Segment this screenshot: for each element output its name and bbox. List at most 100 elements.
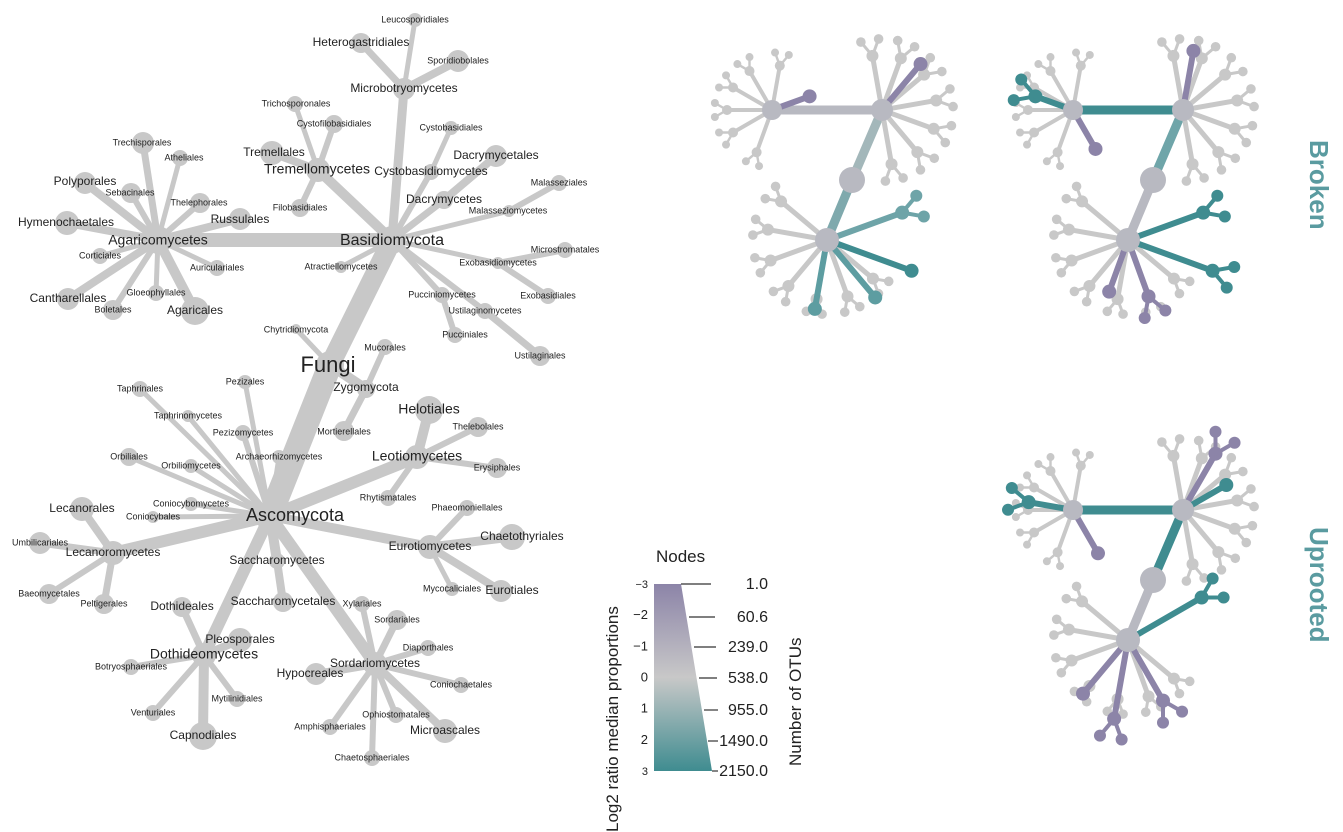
mini-node xyxy=(1085,50,1094,59)
mini-node xyxy=(1029,482,1040,493)
mini-node xyxy=(1238,466,1248,477)
node-auric xyxy=(209,260,225,276)
mini-node xyxy=(1045,66,1056,77)
mini-node xyxy=(1062,223,1075,236)
mini-node xyxy=(1174,434,1185,444)
edge-chaeto xyxy=(425,532,517,552)
mini-node xyxy=(748,230,758,240)
mini-node xyxy=(1083,279,1096,292)
mini-node xyxy=(1181,176,1192,186)
node-sordario xyxy=(363,652,387,676)
label-cortic: Corticiales xyxy=(79,250,122,260)
mini-node xyxy=(1056,267,1067,278)
edge-orbiliales xyxy=(126,454,273,519)
node-diaport xyxy=(420,640,436,656)
node-exobasidiales xyxy=(540,288,556,304)
mini-edge-highlight xyxy=(824,237,879,301)
label-euro: Eurotiomycetes xyxy=(389,539,472,553)
legend-otu-value: 1.0 xyxy=(746,576,768,593)
mini-hub xyxy=(1172,99,1194,121)
edge-amphisph xyxy=(327,661,378,730)
edge-conioch xyxy=(372,661,464,688)
mini-node xyxy=(1140,707,1151,717)
node-microbotryo xyxy=(393,78,415,100)
node-lecanoro xyxy=(101,541,125,565)
mini-node xyxy=(1029,127,1040,138)
node-sebac xyxy=(121,183,141,203)
mini-node xyxy=(1226,52,1237,63)
mini-node-highlight xyxy=(1007,94,1020,107)
node-ustilagino xyxy=(477,303,493,319)
node-lecanorales xyxy=(70,497,94,521)
mini-node xyxy=(1193,435,1204,446)
node-athel xyxy=(172,150,188,166)
label-coniocy: Coniocybomycetes xyxy=(153,498,230,508)
mini-node xyxy=(1174,688,1185,699)
mini-node xyxy=(760,193,771,204)
mini-node xyxy=(909,41,920,52)
mini-node xyxy=(1062,623,1075,636)
legend-otu-value: 538.0 xyxy=(728,670,768,687)
panel-label-broken: Broken xyxy=(1304,140,1334,230)
label-helotiales: Helotiales xyxy=(398,401,459,417)
mini-node xyxy=(1076,195,1089,208)
label-orbiliomy: Orbiliomycetes xyxy=(161,460,221,470)
mini-edge-highlight xyxy=(1125,237,1216,274)
label-filob: Filobasidiales xyxy=(273,202,328,212)
label-asco: Ascomycota xyxy=(246,505,345,525)
mini-node xyxy=(1052,547,1063,558)
label-exobasidiales: Exobasidiales xyxy=(520,290,576,300)
node-capnod xyxy=(189,722,217,750)
mini-node xyxy=(784,50,793,59)
node-archaeo xyxy=(272,450,286,464)
mini-hub xyxy=(839,167,865,193)
panel-label-uprooted: Uprooted xyxy=(1304,527,1334,643)
node-leotio xyxy=(405,445,429,469)
mini-node xyxy=(1029,527,1040,538)
edge-microstroma xyxy=(495,247,568,266)
label-eurotiales: Eurotiales xyxy=(485,583,538,597)
mini-node xyxy=(1061,193,1072,204)
mini-node xyxy=(1186,558,1199,571)
mini-hub xyxy=(1172,499,1194,521)
mini-node xyxy=(710,99,719,107)
label-agaric: Agaricales xyxy=(167,303,223,317)
mini-hub xyxy=(1140,167,1166,193)
node-mycocal xyxy=(445,582,459,596)
mini-node xyxy=(1049,630,1059,640)
mini-hub xyxy=(1063,100,1083,120)
label-atractiello: Atractiellomycetes xyxy=(304,261,378,271)
mini-node-highlight xyxy=(1218,210,1231,223)
mini-node-highlight xyxy=(917,210,930,223)
mini-tree xyxy=(1002,425,1259,746)
mini-node xyxy=(1118,309,1128,319)
mini-node xyxy=(929,153,940,164)
mini-node-highlight xyxy=(1228,436,1241,449)
edge-athel xyxy=(155,155,183,243)
mini-node xyxy=(1249,101,1259,112)
node-chaeto xyxy=(499,524,525,550)
label-umbilic: Umbilicariales xyxy=(12,537,69,547)
mini-node xyxy=(1069,286,1080,297)
mini-node xyxy=(1212,146,1225,159)
node-botryo xyxy=(123,659,139,675)
mini-node xyxy=(1016,528,1025,537)
label-mytilin: Mytilinidiales xyxy=(211,693,263,703)
node-pucciniales xyxy=(447,327,463,343)
label-rhytism: Rhytismatales xyxy=(360,492,417,502)
edge-canth xyxy=(64,236,162,303)
label-peltig: Peltigerales xyxy=(80,598,128,608)
node-eurotiales xyxy=(490,580,512,602)
legend-log2-tick: −3 xyxy=(635,579,648,591)
mini-node-highlight xyxy=(1186,43,1201,58)
mini-node xyxy=(1228,122,1241,135)
mini-node-highlight xyxy=(1005,482,1018,495)
mini-node xyxy=(1247,520,1258,531)
node-hymeno xyxy=(55,211,79,235)
node-trichos xyxy=(287,96,303,112)
label-taphrinomy: Taphrinomycetes xyxy=(154,410,223,420)
edge-malasseziomy xyxy=(389,208,512,243)
edge-taphrinales xyxy=(137,386,273,519)
mini-node xyxy=(1167,49,1180,62)
legend-log2-tick: 3 xyxy=(642,766,648,778)
